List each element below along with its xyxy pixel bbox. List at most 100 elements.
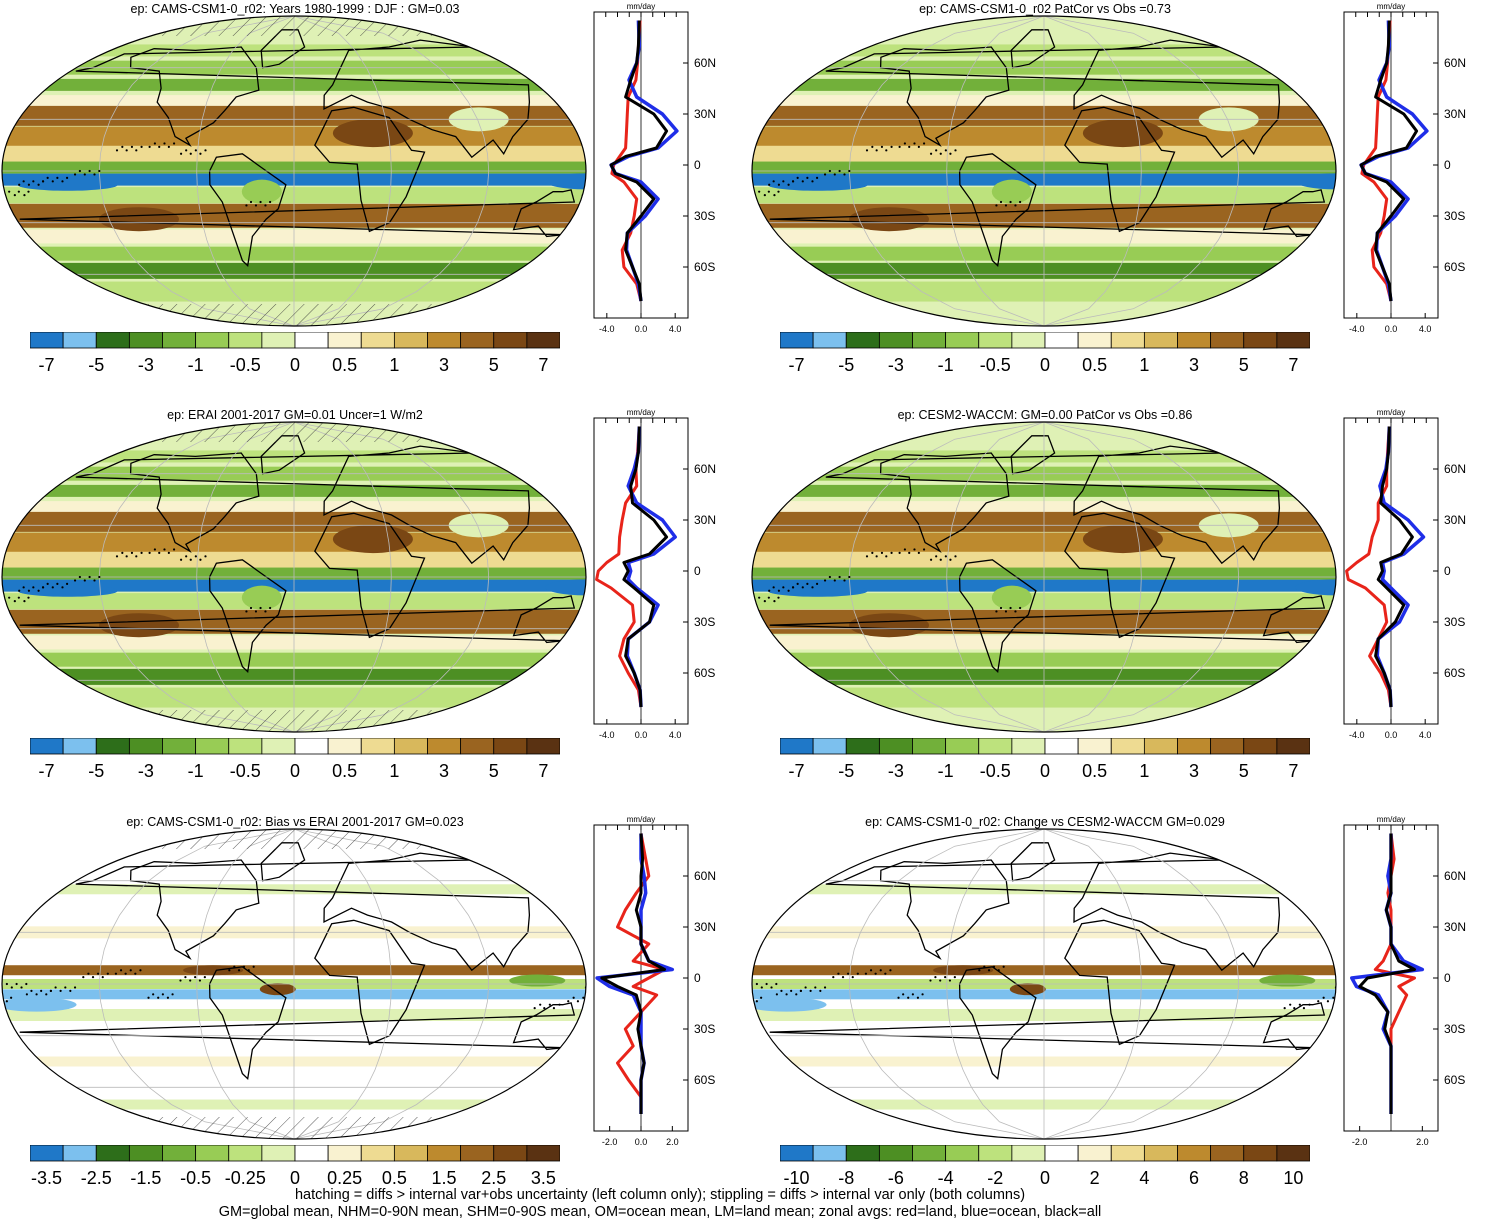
- colorbar: [30, 1145, 560, 1162]
- stipple-dot: [806, 176, 809, 179]
- colorbar-box: [1110, 1145, 1145, 1162]
- colorbar-box: [493, 1145, 528, 1162]
- stipple-dot: [8, 596, 11, 599]
- colorbar-label: 7: [1288, 355, 1299, 375]
- stipple-dot: [929, 152, 933, 155]
- africa-outline: [314, 512, 426, 639]
- colorbar-label: 2: [1089, 1168, 1100, 1188]
- zonal-units-label: mm/day: [1377, 815, 1405, 824]
- stipple-dot: [772, 180, 775, 183]
- stipple-dot: [848, 575, 851, 579]
- zonal-x-tick-label: 0.0: [1385, 730, 1398, 740]
- stipple-dot: [796, 176, 799, 179]
- map-frame: [751, 421, 1337, 733]
- hatching-south: [2, 304, 586, 326]
- zonal-y-tick-label: 0: [1444, 564, 1451, 578]
- stipple-dot: [983, 965, 986, 968]
- stipple-dot: [903, 548, 906, 551]
- colorbar-label: -5: [838, 355, 855, 375]
- colorbar-box: [327, 738, 362, 755]
- colorbar-box: [978, 738, 1013, 755]
- meridian-line: [1043, 829, 1240, 1139]
- stipple-dot: [890, 145, 893, 148]
- stipple-dot: [917, 145, 920, 148]
- precip-band: [752, 203, 1336, 228]
- precip-band: [752, 609, 1336, 634]
- stipple-dot: [179, 558, 183, 561]
- stipple-dot: [194, 149, 197, 152]
- zonal-y-tick-label: 60S: [1444, 1073, 1465, 1087]
- hatching-north: [2, 16, 586, 36]
- colorbar: [780, 738, 1310, 755]
- colorbar-box: [393, 738, 428, 755]
- stipple-dot: [832, 976, 835, 979]
- stipple-dot: [944, 976, 947, 979]
- colorbar-box: [261, 738, 296, 755]
- zonal-y-tick-label: 60N: [1444, 56, 1466, 70]
- stipple-dot: [203, 976, 206, 979]
- stipple-dot: [999, 200, 1003, 204]
- stipple-dot: [539, 1003, 542, 1006]
- stipple-dot: [1322, 996, 1325, 999]
- hatching-south: [2, 1117, 586, 1139]
- coastlines: [769, 842, 1326, 1081]
- colorbar-label: -7: [788, 355, 805, 375]
- precip-band: [752, 27, 1336, 40]
- australia-outline: [19, 1002, 576, 1051]
- stippling: [8, 142, 584, 207]
- colorbar-box: [30, 332, 64, 349]
- stipple-dot: [15, 982, 18, 986]
- colorbar-label: 3: [439, 761, 450, 781]
- meridian-line: [293, 16, 490, 326]
- stipple-dot: [124, 972, 127, 975]
- robinson-map: [1, 421, 587, 733]
- stipple-dot: [815, 176, 819, 179]
- colorbar-label: -3: [887, 355, 904, 375]
- stipple-dot: [264, 610, 267, 613]
- meridian-line: [293, 829, 490, 1139]
- precip-anomaly-blob: [241, 585, 282, 610]
- colorbar-box: [978, 332, 1013, 349]
- stipple-dot: [64, 986, 67, 989]
- stipple-dot: [760, 986, 763, 989]
- colorbar-labels: -7 -5 -3 -1 -0.5 0 0.5 1 3 5 7: [780, 760, 1310, 784]
- zonal-average-plot: mm/day 60N 30N 0 30S 60S -4.0 0.0 4.0: [593, 408, 716, 740]
- zonal-y-tick-label: 0: [1444, 158, 1451, 172]
- stipple-dot: [758, 596, 761, 599]
- stipple-dot: [30, 989, 33, 992]
- colorbar-label: -0.5: [229, 761, 261, 781]
- stipple-dot: [875, 149, 878, 152]
- stipple-dot: [889, 969, 892, 972]
- colorbar-box: [1044, 1145, 1079, 1162]
- stipple-dot: [82, 976, 85, 979]
- stipple-dot: [254, 204, 258, 207]
- stipple-dot: [811, 180, 814, 183]
- stipple-dot: [838, 169, 841, 173]
- stipple-dot: [147, 996, 150, 999]
- colorbar-label: 3: [1189, 761, 1200, 781]
- stipple-dot: [269, 200, 272, 204]
- precip-anomaly-blob: [99, 613, 180, 638]
- colorbar-labels: -3.5 -2.5 -1.5 -0.5 -0.25 0 0.25 0.5 1.5 2.5 3.5: [30, 1167, 560, 1191]
- hatching-north: [2, 422, 586, 442]
- stipple-dot: [987, 969, 991, 972]
- stipple-dot: [760, 996, 763, 999]
- stipple-dot: [917, 551, 920, 554]
- zonal-y-tick-label: 60N: [694, 56, 716, 70]
- colorbar-label: -5: [88, 761, 105, 781]
- precip-band: [752, 635, 1336, 650]
- stipple-dot: [907, 996, 910, 999]
- stipple-dot: [32, 180, 35, 183]
- precip-band: [752, 126, 1336, 147]
- stipple-dot: [237, 969, 241, 972]
- precip-anomaly-blob: [2, 997, 77, 1012]
- zonal-line-all: [1374, 426, 1414, 708]
- precip-band: [2, 687, 586, 708]
- zonal-line-ocean: [1375, 426, 1426, 708]
- stipple-dot: [93, 579, 96, 582]
- stipple-dot: [56, 582, 59, 585]
- zonal-y-tick-label: 30S: [1444, 209, 1465, 223]
- colorbar-box: [128, 738, 163, 755]
- stipple-dot: [954, 149, 957, 152]
- map-frame: [751, 828, 1337, 1140]
